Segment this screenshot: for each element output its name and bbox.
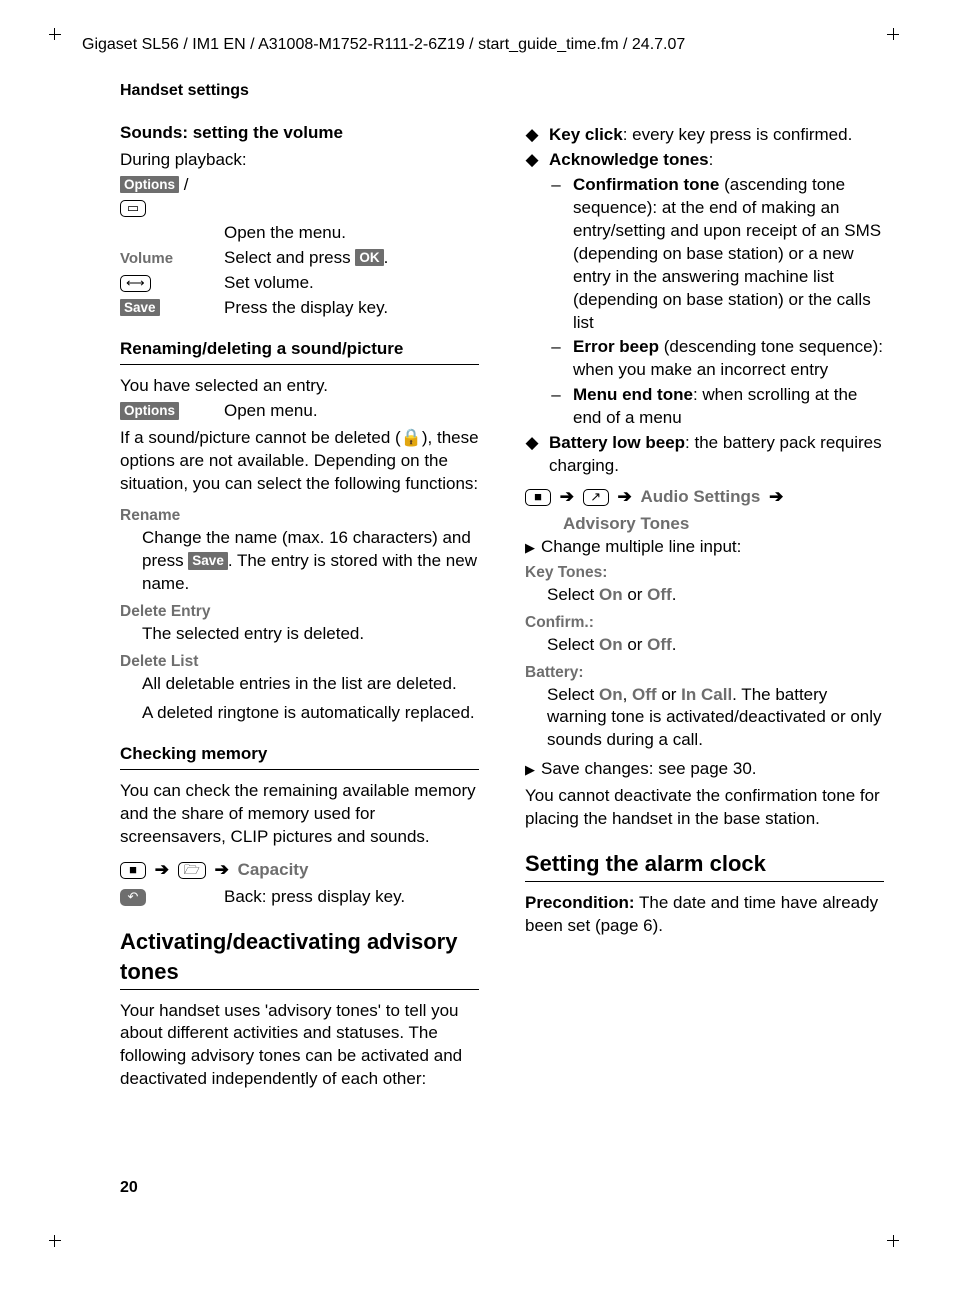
text: Battery low beep: the battery pack requi…: [549, 432, 884, 478]
key-tones-label: Key Tones:: [525, 563, 884, 584]
crop-mark: [54, 1235, 67, 1247]
dash-bullet-icon: –: [549, 336, 563, 382]
text: All deletable entries in the list are de…: [142, 673, 479, 696]
step-desc: Select and press OK.: [224, 247, 388, 270]
right-column: ◆ Key click: every key press is confirme…: [525, 122, 884, 1101]
step-desc: Open the menu.: [224, 222, 346, 245]
arrow-icon: ➔: [765, 487, 787, 506]
delete-list-label: Delete List: [120, 652, 479, 673]
capacity-label: Capacity: [238, 860, 309, 879]
step-desc: Press the display key.: [224, 297, 388, 320]
save-button-icon: Save: [188, 552, 228, 570]
nav-key-icon: ▭: [120, 200, 146, 217]
text: Acknowledge tones:: [549, 149, 713, 172]
header-path: Gigaset SL56 / IM1 EN / A31008-M1752-R11…: [82, 36, 894, 54]
text: The selected entry is deleted.: [142, 623, 479, 646]
text: A deleted ringtone is automatically repl…: [142, 702, 479, 725]
manual-page: Gigaset SL56 / IM1 EN / A31008-M1752-R11…: [0, 0, 954, 1307]
confirm-label: Confirm.:: [525, 613, 884, 634]
arrow-icon: ➔: [556, 487, 578, 506]
heading-alarm: Setting the alarm clock: [525, 849, 884, 879]
heading-rename: Renaming/deleting a sound/picture: [120, 338, 479, 361]
step-desc: Back: press display key.: [224, 886, 405, 909]
left-right-key-icon: ⟷: [120, 275, 151, 292]
nav-path: ■ ➔ 🗁 ➔ Capacity: [120, 859, 479, 882]
diamond-bullet-icon: ◆: [525, 149, 539, 172]
diamond-bullet-icon: ◆: [525, 124, 539, 147]
audio-settings-label: Audio Settings: [640, 487, 760, 506]
ok-button-icon: OK: [355, 249, 383, 267]
step-key: Options / ▭: [120, 174, 212, 220]
heading-advisory: Activating/deactivating advisory tones: [120, 927, 479, 986]
battery-label: Battery:: [525, 663, 884, 684]
text: You have selected an entry.: [120, 375, 479, 398]
dash-bullet-icon: –: [549, 384, 563, 430]
diamond-bullet-icon: ◆: [525, 432, 539, 478]
text: Error beep (descending tone sequence): w…: [573, 336, 884, 382]
text: Change the name (max. 16 characters) and…: [142, 527, 479, 596]
text: Confirmation tone (ascending tone sequen…: [573, 174, 884, 335]
crop-mark: [54, 28, 67, 40]
menu-key-icon: ■: [120, 862, 146, 879]
page-number: 20: [120, 1179, 138, 1197]
text: During playback:: [120, 149, 479, 172]
menu-key-icon: ■: [525, 489, 551, 506]
arrow-icon: ➔: [211, 860, 233, 879]
text: ▶Save changes: see page 30.: [525, 758, 884, 781]
triangle-bullet-icon: ▶: [525, 762, 541, 777]
crop-mark: [881, 1235, 894, 1247]
heading-sounds: Sounds: setting the volume: [120, 122, 479, 145]
back-key-icon: ↶: [120, 889, 146, 906]
lock-icon: 🔒: [401, 428, 422, 447]
folder-key-icon: 🗁: [178, 862, 206, 879]
slash: /: [184, 175, 189, 194]
nav-path: ■ ➔ ↗ ➔ Audio Settings ➔: [525, 486, 884, 509]
advisory-tones-label: Advisory Tones: [563, 513, 884, 536]
text: Key click: every key press is confirmed.: [549, 124, 852, 147]
step-desc: Open menu.: [224, 400, 318, 423]
arrow-icon: ➔: [613, 487, 635, 506]
dash-bullet-icon: –: [549, 174, 563, 335]
left-column: Sounds: setting the volume During playba…: [120, 122, 479, 1101]
heading-memory: Checking memory: [120, 743, 479, 766]
delete-entry-label: Delete Entry: [120, 602, 479, 623]
triangle-bullet-icon: ▶: [525, 540, 541, 555]
text: Select On, Off or In Call. The battery w…: [547, 684, 884, 753]
step-desc: Set volume.: [224, 272, 314, 295]
options-button-icon: Options: [120, 176, 179, 194]
section-label: Handset settings: [120, 82, 894, 100]
options-button-icon: Options: [120, 402, 179, 420]
arrow-icon: ➔: [151, 860, 173, 879]
text: You cannot deactivate the confirmation t…: [525, 785, 884, 831]
text: If a sound/picture cannot be deleted (🔒)…: [120, 427, 479, 496]
settings-key-icon: ↗: [583, 489, 609, 506]
save-button-icon: Save: [120, 299, 160, 317]
text: ▶Change multiple line input:: [525, 536, 884, 559]
text: Precondition: The date and time have alr…: [525, 892, 884, 938]
text: Menu end tone: when scrolling at the end…: [573, 384, 884, 430]
text: Select On or Off.: [547, 634, 884, 657]
text: Select On or Off.: [547, 584, 884, 607]
crop-mark: [881, 28, 894, 40]
text: Your handset uses 'advisory tones' to te…: [120, 1000, 479, 1092]
volume-label: Volume: [120, 250, 173, 267]
text: You can check the remaining available me…: [120, 780, 479, 849]
rename-label: Rename: [120, 506, 479, 527]
